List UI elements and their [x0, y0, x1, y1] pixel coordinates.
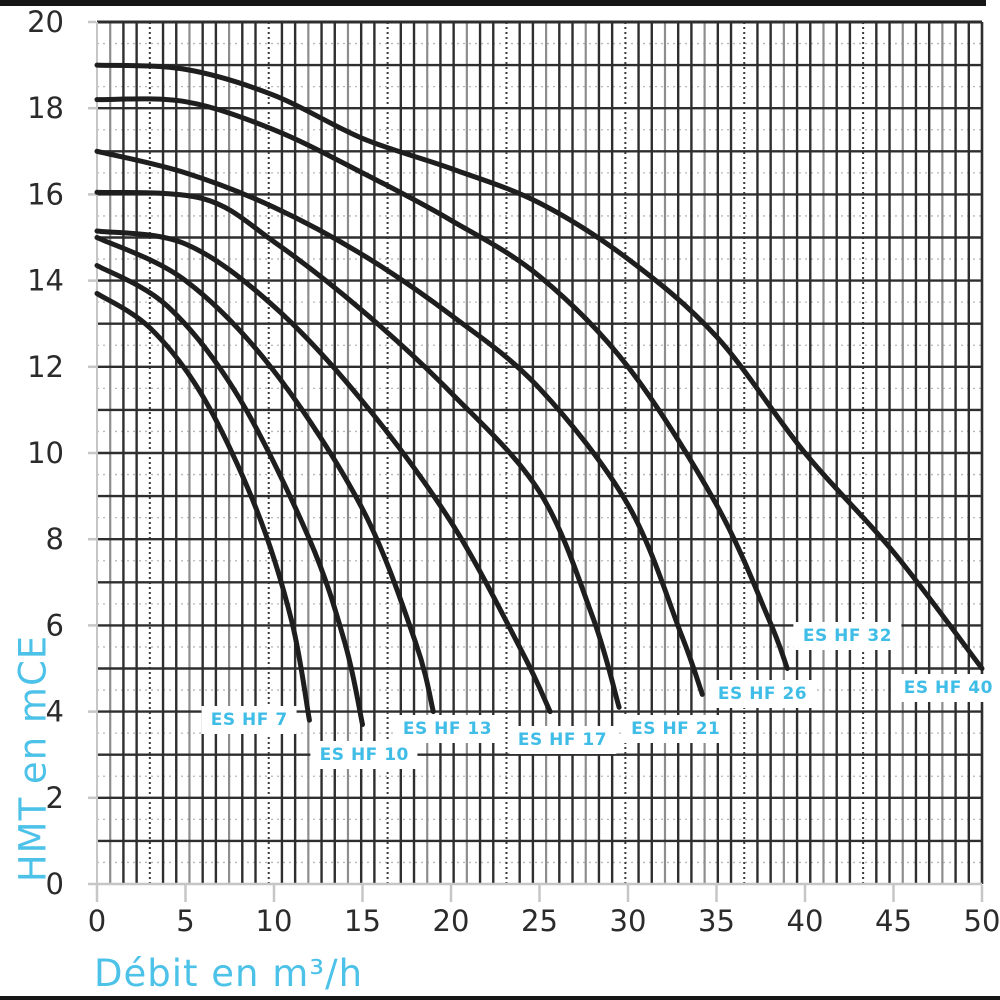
x-tick-label: 50 — [964, 904, 1000, 938]
curve-label-es-hf-32: ES HF 32 — [793, 622, 902, 651]
x-tick-label: 15 — [344, 904, 381, 938]
curve-label-es-hf-10: ES HF 10 — [310, 740, 418, 769]
y-tick-label: 0 — [46, 867, 64, 901]
curve-label-es-hf-40: ES HF 40 — [894, 673, 1000, 702]
x-axis-title: Débit en m³/h — [94, 952, 364, 995]
x-tick-label: 0 — [88, 904, 106, 938]
x-tick-label: 35 — [698, 904, 735, 938]
pump-curve-es-hf-10 — [94, 263, 365, 727]
y-tick-label: 20 — [27, 5, 64, 39]
y-tick-label: 14 — [27, 264, 64, 298]
curve-label-es-hf-26: ES HF 26 — [708, 680, 817, 709]
y-axis-title: HMT en mCE — [11, 634, 55, 883]
y-tick-label: 16 — [27, 177, 64, 211]
y-tick-label: 6 — [46, 608, 64, 642]
curve-label-es-hf-7: ES HF 7 — [201, 706, 297, 735]
x-tick-label: 5 — [176, 904, 194, 938]
pump-curve-es-hf-7 — [94, 291, 312, 723]
y-tick-label: 2 — [46, 781, 64, 815]
bottom-border-rule — [0, 996, 1000, 1000]
y-tick-label: 12 — [27, 350, 64, 384]
x-tick-label: 20 — [433, 904, 470, 938]
x-tick-label: 45 — [875, 904, 912, 938]
pump-curve-es-hf-21 — [94, 189, 622, 710]
y-tick-label: 8 — [46, 522, 64, 556]
pump-curve-es-hf-40 — [94, 62, 985, 671]
y-tick-label: 10 — [27, 436, 64, 470]
y-tick-label: 4 — [46, 695, 64, 729]
curve-label-es-hf-13: ES HF 13 — [393, 714, 502, 743]
x-tick-label: 25 — [521, 904, 558, 938]
curve-label-es-hf-17: ES HF 17 — [508, 725, 617, 754]
pump-curve-es-hf-13 — [94, 235, 436, 715]
x-tick-label: 10 — [256, 904, 293, 938]
x-tick-label: 30 — [610, 904, 647, 938]
pump-curve-es-hf-26 — [94, 148, 705, 697]
pump-curve-es-hf-32 — [94, 96, 790, 671]
top-border-rule — [0, 0, 986, 6]
x-tick-label: 40 — [787, 904, 824, 938]
y-tick-label: 18 — [27, 91, 64, 125]
pump-curve-es-hf-17 — [94, 228, 553, 715]
curve-label-es-hf-21: ES HF 21 — [622, 714, 730, 743]
